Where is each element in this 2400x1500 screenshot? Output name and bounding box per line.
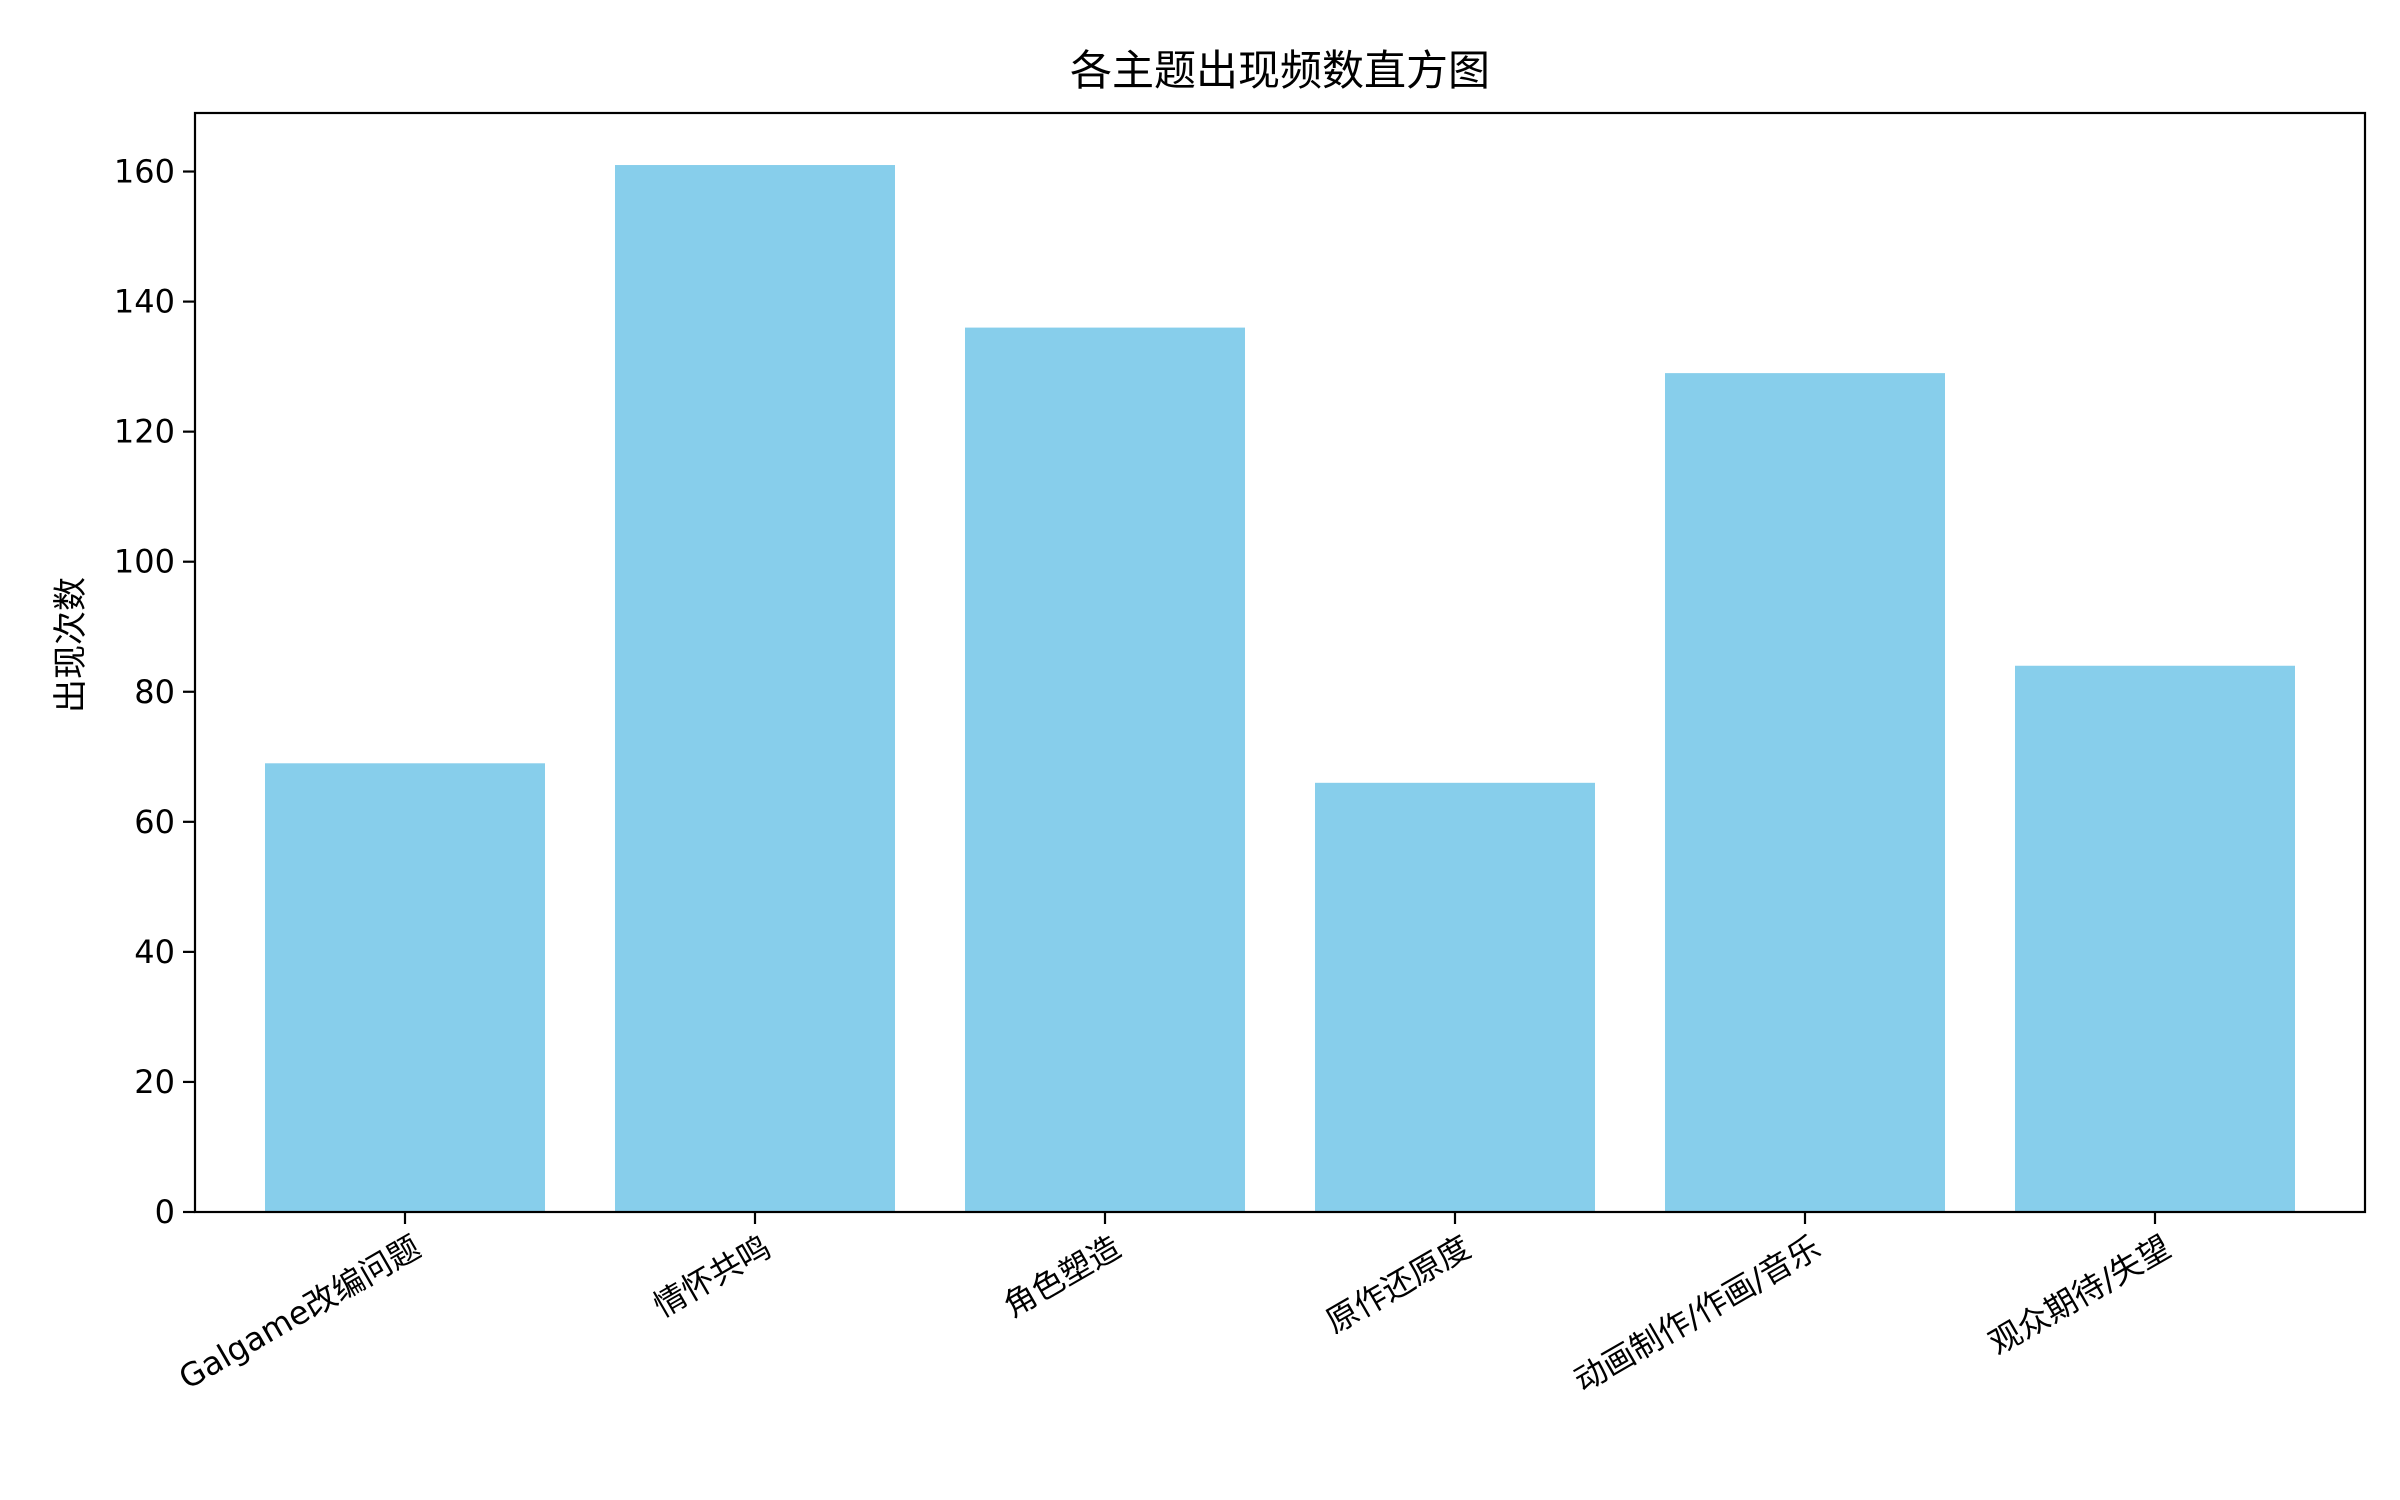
y-tick-label: 80	[134, 673, 175, 711]
y-axis-label: 出现次数	[51, 577, 91, 713]
x-tick-label: Galgame改编问题	[172, 1228, 427, 1397]
bar-2	[965, 327, 1245, 1212]
plot-frame	[193, 111, 2367, 1214]
x-tick-label: 情怀共鸣	[647, 1228, 777, 1325]
bar-3	[1315, 782, 1595, 1212]
bar-1	[615, 165, 895, 1212]
y-tick-label: 100	[114, 543, 175, 581]
bar-0	[265, 763, 545, 1212]
y-tick-label: 60	[134, 803, 175, 841]
x-tick-label: 动画制作/作画/音乐	[1568, 1228, 1827, 1400]
y-tick-label: 160	[114, 153, 175, 191]
y-tick-label: 0	[155, 1193, 175, 1231]
x-tick-label: 角色塑造	[997, 1228, 1127, 1325]
y-tick-label: 20	[134, 1063, 175, 1101]
x-tick-label: 原作还原度	[1319, 1228, 1477, 1341]
bar-4	[1665, 373, 1945, 1212]
x-axis: Galgame改编问题 情怀共鸣 角色塑造 原作还原度 动画制作/作画/音乐 观众期待/失…	[172, 1212, 2177, 1400]
y-tick-label: 140	[114, 283, 175, 321]
y-axis: 0 20 40 60 80 100 120 140 160	[114, 153, 195, 1231]
bar-5	[2015, 665, 2295, 1212]
x-tick-label: 观众期待/失望	[1982, 1228, 2177, 1362]
chart-title: 各主题出现频数直方图	[1070, 46, 1490, 95]
y-tick-label: 120	[114, 413, 175, 451]
y-tick-label: 40	[134, 933, 175, 971]
plot-area	[193, 111, 2367, 1214]
